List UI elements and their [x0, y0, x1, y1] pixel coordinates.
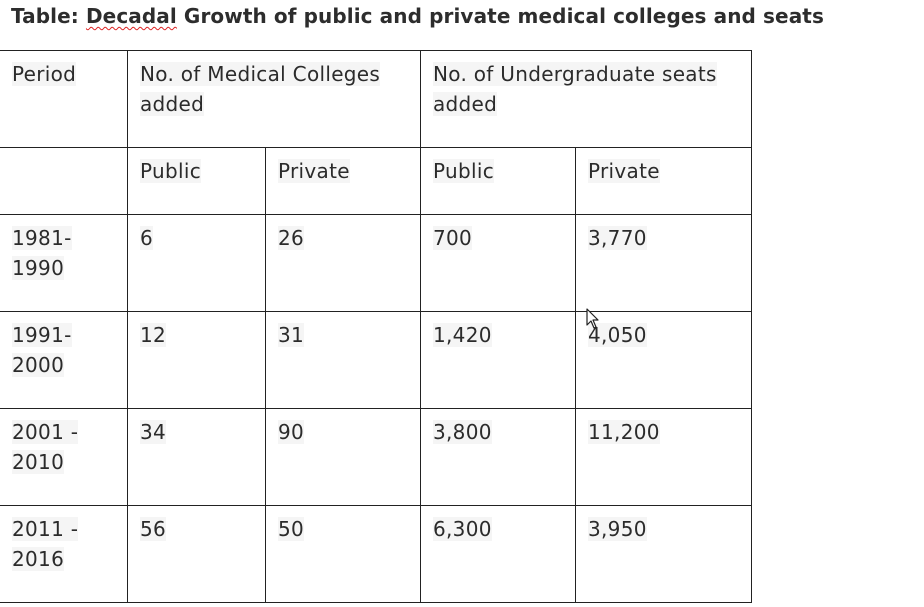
colleges-public-cell: 6: [127, 214, 266, 312]
colleges-public-cell: 34: [127, 408, 266, 506]
seats-private-cell: 4,050: [575, 311, 752, 409]
seats-private-cell: 3,950: [575, 505, 752, 603]
period-cell: 2011 - 2016: [0, 505, 128, 603]
header-row: Period No. of Medical Colleges added No.…: [0, 50, 752, 148]
seats-private-cell: 3,770: [575, 214, 752, 312]
header-period: Period: [0, 50, 128, 148]
seats-public-cell: 3,800: [420, 408, 576, 506]
colleges-private-cell: 50: [265, 505, 421, 603]
subheader-row: Public Private Public Private: [0, 147, 752, 215]
title-rest: Growth of public and private medical col…: [176, 4, 824, 28]
header-seats: No. of Undergraduate seats added: [420, 50, 752, 148]
colleges-public-cell: 56: [127, 505, 266, 603]
table-row: 2011 - 2016 56 50 6,300 3,950: [0, 505, 752, 603]
table-row: 1991-2000 12 31 1,420 4,050: [0, 311, 752, 409]
seats-public-cell: 700: [420, 214, 576, 312]
table-row: 2001 - 2010 34 90 3,800 11,200: [0, 408, 752, 506]
subheader-colleges-private: Private: [265, 147, 421, 215]
colleges-private-cell: 31: [265, 311, 421, 409]
colleges-private-cell: 26: [265, 214, 421, 312]
title-prefix: Table:: [11, 4, 86, 28]
seats-public-cell: 1,420: [420, 311, 576, 409]
period-cell: 1991-2000: [0, 311, 128, 409]
subheader-seats-private: Private: [575, 147, 752, 215]
seats-public-cell: 6,300: [420, 505, 576, 603]
period-cell: 1981-1990: [0, 214, 128, 312]
mouse-pointer-icon: [586, 308, 600, 330]
seats-private-cell: 11,200: [575, 408, 752, 506]
title-misspelled-word: Decadal: [85, 4, 177, 28]
table-row: 1981-1990 6 26 700 3,770: [0, 214, 752, 312]
growth-table: Period No. of Medical Colleges added No.…: [0, 50, 752, 603]
subheader-empty: [0, 147, 128, 215]
subheader-seats-public: Public: [420, 147, 576, 215]
subheader-colleges-public: Public: [127, 147, 266, 215]
colleges-public-cell: 12: [127, 311, 266, 409]
colleges-private-cell: 90: [265, 408, 421, 506]
table-title: Table: Decadal Growth of public and priv…: [11, 4, 824, 28]
header-colleges: No. of Medical Colleges added: [127, 50, 421, 148]
period-cell: 2001 - 2010: [0, 408, 128, 506]
